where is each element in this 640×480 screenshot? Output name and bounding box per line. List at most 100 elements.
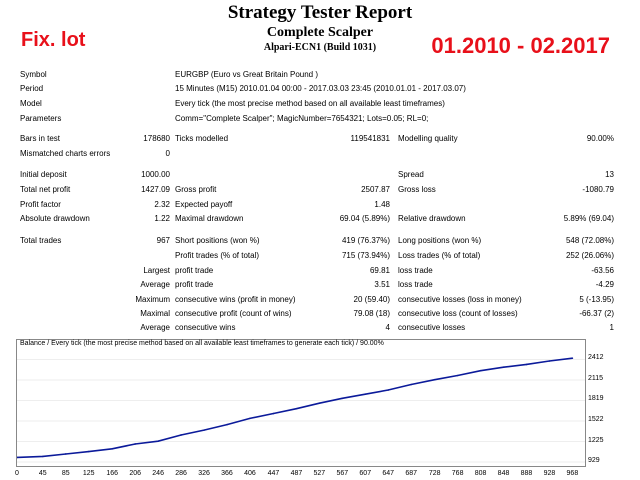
average-consecutive-losses-label: consecutive losses: [398, 323, 466, 332]
x-tick-label: 366: [221, 470, 233, 477]
absolute-drawdown-value: 1.22: [154, 214, 170, 223]
x-tick-label: 808: [474, 470, 487, 477]
period-label: Period: [20, 84, 44, 93]
balance-point: [17, 456, 18, 459]
parameters-label: Parameters: [20, 114, 62, 123]
profit-factor-value: 2.32: [154, 200, 170, 209]
absolute-drawdown-label: Absolute drawdown: [20, 214, 90, 223]
total-trades-label: Total trades: [20, 236, 62, 245]
balance-point: [571, 357, 574, 360]
balance-point: [318, 402, 321, 404]
balance-point: [548, 360, 551, 362]
x-tick-label: 567: [336, 470, 349, 477]
largest-loss-trade-value: -63.56: [591, 266, 614, 275]
largest-profit-trade-value: 69.81: [369, 266, 390, 275]
profit-trades-value: 715 (73.94%): [341, 251, 390, 260]
balance-point: [364, 393, 367, 395]
balance-point: [387, 389, 390, 391]
balance-point: [456, 374, 459, 377]
largest-profit-trade-label: profit trade: [175, 266, 214, 275]
x-tick-label: 647: [382, 470, 395, 477]
balance-point: [111, 447, 114, 450]
gross-profit-label: Gross profit: [175, 185, 217, 194]
average-profit-trade-value: 3.51: [374, 280, 390, 289]
maximal-drawdown-label: Maximal drawdown: [175, 214, 244, 223]
maximal-label: Maximal: [140, 309, 170, 318]
relative-drawdown-value: 5.89% (69.04): [563, 214, 614, 223]
expected-payoff-value: 1.48: [374, 200, 390, 209]
maximal-consecutive-profit-label: consecutive profit (count of wins): [175, 309, 292, 318]
average-consecutive-wins-value: 4: [385, 323, 390, 332]
gross-loss-label: Gross loss: [398, 185, 436, 194]
ticks-value: 119541831: [350, 134, 390, 143]
maximal-drawdown-value: 69.04 (5.89%): [339, 214, 390, 223]
x-tick-label: 687: [405, 470, 417, 477]
balance-point: [410, 383, 412, 386]
symbol-label: Symbol: [20, 70, 47, 79]
bars-value: 178680: [143, 134, 170, 143]
bars-label: Bars in test: [20, 134, 61, 143]
largest-loss-trade-label: loss trade: [398, 266, 433, 275]
max-consecutive-losses-value: 5 (-13.95): [579, 295, 614, 304]
model-value: Every tick (the most precise method base…: [175, 99, 445, 108]
balance-point: [341, 397, 344, 400]
balance-point: [479, 369, 482, 372]
x-tick-label: 246: [152, 470, 164, 477]
balance-point: [42, 455, 44, 458]
x-tick-label: 487: [290, 470, 303, 477]
report-build: Alpari-ECN1 (Build 1031): [263, 42, 377, 53]
y-tick-label: 1522: [588, 416, 604, 423]
model-label: Model: [20, 99, 42, 108]
net-profit-value: 1427.09: [141, 185, 170, 194]
deposit-value: 1000.00: [141, 170, 170, 179]
x-tick-label: 206: [129, 470, 142, 477]
y-tick-label: 2412: [588, 354, 604, 362]
long-positions-label: Long positions (won %): [398, 236, 482, 245]
x-tick-label: 968: [566, 470, 579, 477]
quality-value: 90.00%: [586, 134, 614, 143]
profit-factor-label: Profit factor: [20, 200, 61, 209]
x-tick-label: 85: [61, 470, 70, 477]
largest-label: Largest: [143, 266, 170, 275]
gross-loss-value: -1080.79: [582, 185, 614, 194]
quality-label: Modelling quality: [398, 134, 458, 143]
total-trades-value: 967: [156, 236, 170, 245]
x-tick-label: 928: [543, 470, 556, 477]
deposit-label: Initial deposit: [20, 170, 67, 179]
y-tick-label: 929: [588, 457, 600, 464]
average-profit-trade-label: profit trade: [175, 280, 214, 289]
x-tick-label: 326: [198, 470, 210, 477]
relative-drawdown-label: Relative drawdown: [398, 214, 466, 223]
x-tick-label: 527: [313, 470, 326, 477]
balance-point: [203, 429, 205, 431]
balance-point: [272, 412, 275, 415]
x-tick-label: 125: [82, 470, 95, 477]
ticks-label: Ticks modelled: [175, 134, 229, 143]
loss-trades-label: Loss trades (% of total): [398, 251, 481, 260]
average-loss-trade-value: -4.29: [595, 280, 614, 289]
balance-line: [17, 357, 573, 459]
y-tick-label: 2115: [588, 375, 604, 382]
x-tick-label: 607: [359, 470, 372, 477]
overlay-date-range: 01.2010 - 02.2017: [431, 33, 610, 58]
x-tick-label: 728: [428, 470, 441, 477]
mismatch-label: Mismatched charts errors: [20, 149, 111, 158]
chart-caption: Balance / Every tick (the most precise m…: [20, 340, 384, 347]
max-consecutive-losses-label: consecutive losses (loss in money): [398, 295, 522, 304]
balance-chart-svg: [17, 357, 585, 463]
y-tick-label: 1819: [588, 395, 604, 403]
maximum-label: Maximum: [135, 295, 170, 304]
long-positions-value: 548 (72.08%): [565, 236, 614, 245]
balance-point: [87, 450, 90, 453]
x-tick-label: 768: [451, 470, 464, 477]
maximal-consecutive-loss-label: consecutive loss (count of losses): [398, 309, 518, 318]
short-positions-value: 419 (76.37%): [341, 236, 390, 245]
spread-value: 13: [605, 170, 614, 179]
gross-profit-value: 2507.87: [361, 185, 390, 194]
period-value: 15 Minutes (M15) 2010.01.04 00:00 - 2017…: [175, 84, 466, 93]
x-tick-label: 888: [520, 470, 533, 477]
balance-chart: [16, 339, 586, 467]
balance-point: [157, 440, 159, 442]
balance-point: [249, 417, 251, 420]
balance-point: [226, 423, 228, 426]
